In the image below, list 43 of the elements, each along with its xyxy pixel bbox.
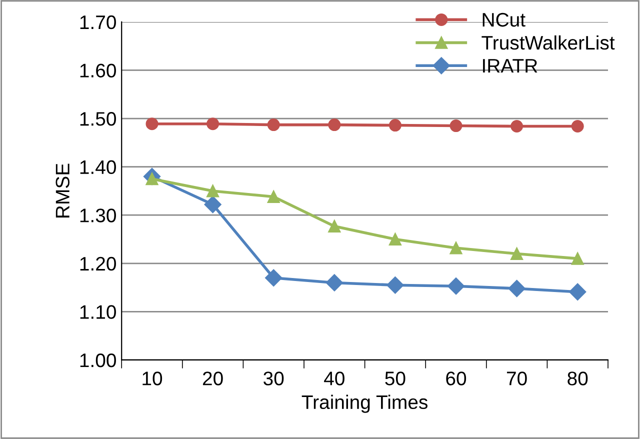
point	[204, 196, 222, 214]
point	[571, 252, 584, 265]
y-tick-label: 1.50	[80, 112, 116, 126]
point	[450, 120, 462, 132]
y-tick-label: 1.40	[80, 160, 116, 174]
x-tick-label: 80	[568, 372, 588, 386]
y-axis-title: RMSE	[56, 164, 70, 218]
x-tick-label: 20	[202, 372, 223, 386]
point	[450, 242, 462, 254]
x-tick-label: 60	[446, 372, 466, 386]
point	[388, 233, 402, 246]
x-tick-label: 30	[264, 372, 284, 386]
y-tick-label: 1.20	[80, 256, 116, 271]
x-tick-label: 50	[385, 372, 406, 386]
y-tick-label: 1.30	[80, 208, 116, 222]
point	[388, 119, 402, 132]
point	[206, 184, 220, 198]
point	[328, 118, 341, 132]
y-tick-label: 1.60	[80, 64, 116, 78]
legend-label: IRATR	[483, 59, 538, 72]
point	[328, 220, 341, 232]
point	[571, 120, 584, 133]
x-tick-label: 10	[142, 372, 162, 386]
x-tick-label: 40	[324, 372, 344, 386]
point	[569, 283, 586, 300]
point	[267, 190, 280, 204]
y-tick-label: 1.10	[80, 305, 116, 319]
point	[510, 247, 524, 260]
x-axis-title: Training Times	[302, 394, 428, 413]
point	[206, 118, 220, 130]
point	[265, 269, 282, 286]
point	[146, 118, 158, 130]
point	[447, 278, 465, 295]
point	[267, 118, 280, 132]
point	[386, 276, 404, 294]
point	[326, 274, 343, 292]
legend-label: TrustWalkerList	[482, 35, 615, 50]
point	[510, 120, 524, 133]
x-tick-label: 70	[506, 372, 527, 386]
point	[508, 280, 526, 298]
y-tick-label: 1.00	[80, 353, 116, 368]
y-tick-label: 1.70	[80, 15, 116, 30]
legend-label: NCut	[482, 12, 526, 27]
